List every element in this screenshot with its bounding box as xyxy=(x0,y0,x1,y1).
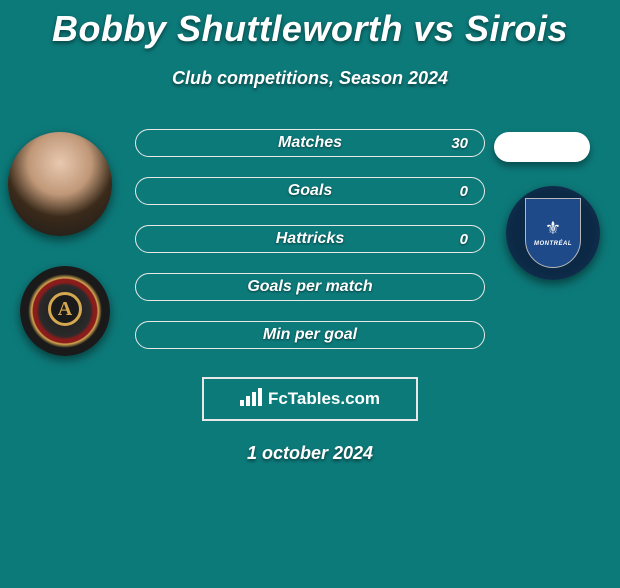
stat-row-min-per-goal: Min per goal xyxy=(135,321,485,349)
stat-label: Hattricks xyxy=(276,230,344,248)
chart-bars-icon xyxy=(240,388,262,411)
atlanta-ring: A xyxy=(48,292,82,326)
comparison-container: Bobby Shuttleworth vs Sirois Club compet… xyxy=(0,8,620,588)
page-title: Bobby Shuttleworth vs Sirois xyxy=(0,8,620,50)
atlanta-letter: A xyxy=(58,298,72,321)
montreal-shield: ⚜ MONTRÉAL xyxy=(525,198,581,268)
stat-row-goals: Goals 0 xyxy=(135,177,485,205)
stat-row-matches: Matches 30 xyxy=(135,129,485,157)
player-photo-right xyxy=(494,132,590,162)
team-badge-right: ⚜ MONTRÉAL xyxy=(506,186,600,280)
stat-row-hattricks: Hattricks 0 xyxy=(135,225,485,253)
stat-value-right: 30 xyxy=(451,135,468,152)
stat-value-right: 0 xyxy=(460,231,468,248)
team-badge-left: A xyxy=(20,266,110,356)
stat-row-goals-per-match: Goals per match xyxy=(135,273,485,301)
stat-label: Goals xyxy=(288,182,332,200)
stat-label: Matches xyxy=(278,134,342,152)
branding-text: FcTables.com xyxy=(268,389,380,409)
player-photo-left xyxy=(8,132,112,236)
date-text: 1 october 2024 xyxy=(0,443,620,464)
stat-label: Goals per match xyxy=(247,278,372,296)
fleur-de-lis-icon: ⚜ xyxy=(545,219,561,237)
subtitle: Club competitions, Season 2024 xyxy=(0,68,620,89)
stat-label: Min per goal xyxy=(263,326,357,344)
montreal-text: MONTRÉAL xyxy=(534,241,572,247)
stat-value-right: 0 xyxy=(460,183,468,200)
branding-box[interactable]: FcTables.com xyxy=(202,377,418,421)
